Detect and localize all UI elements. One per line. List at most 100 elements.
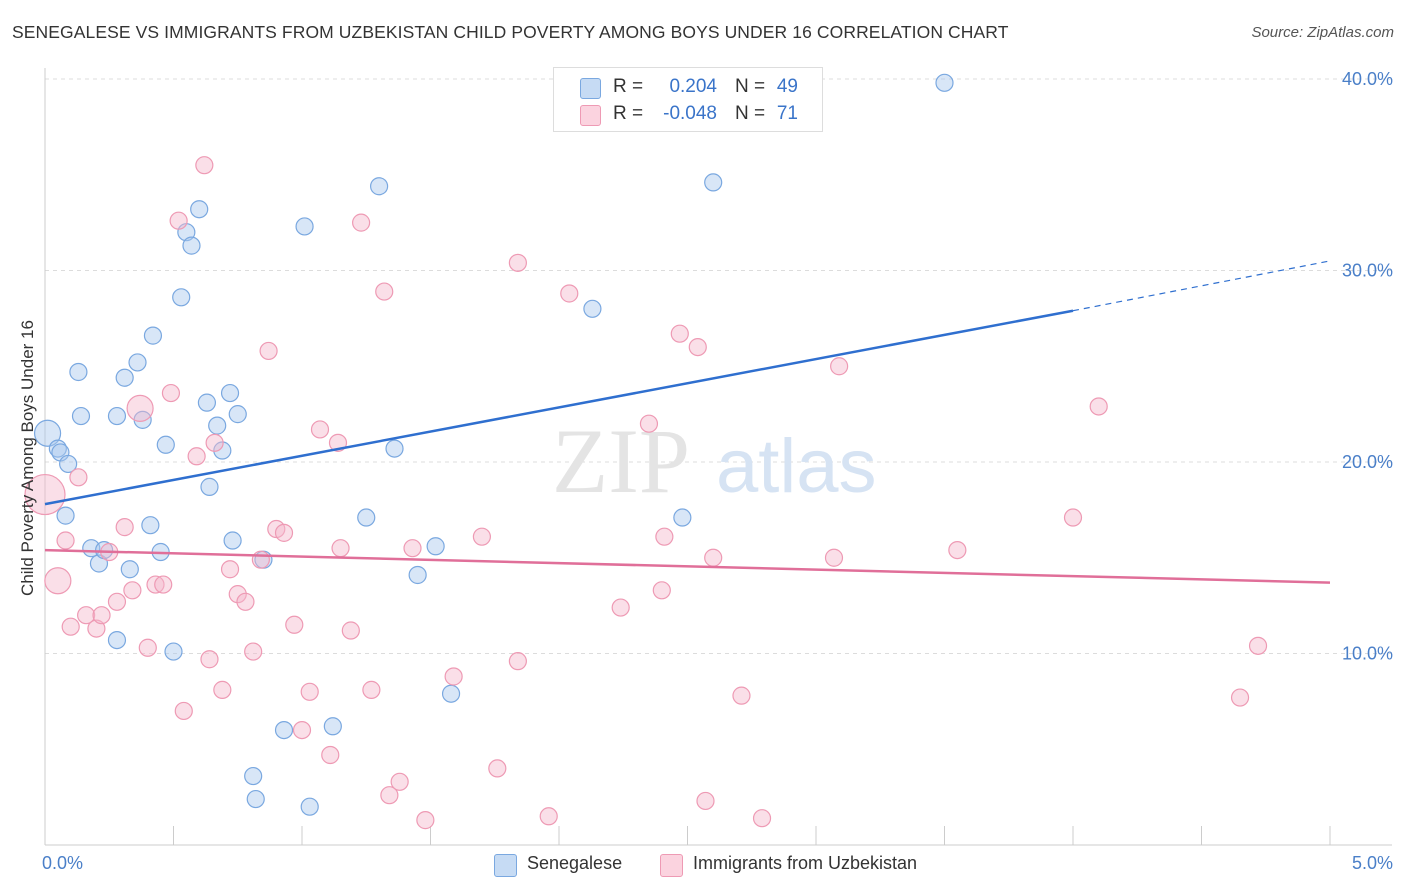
senegalese-point [190,200,209,219]
uzbekistan-point [169,211,188,230]
legend-r-value: -0.048 [663,103,717,124]
uzbekistan-point [375,282,394,301]
uzbekistan-point [639,414,659,433]
uzbekistan-point [220,560,240,579]
source-label: Source: ZipAtlas.com [1251,24,1394,41]
x-tick-label: 0.0% [42,853,83,873]
legend-swatch-senegalese [580,78,601,99]
senegalese-point [107,406,127,426]
uzbekistan-point [380,786,399,805]
y-tick-label: 30.0% [1342,261,1393,281]
senegalese-point [385,439,404,458]
uzbekistan-point [704,548,723,567]
uzbekistan-point [259,341,278,361]
senegalese-point [71,406,91,426]
senegalese-point [197,393,217,412]
uzbekistan-point [69,468,88,487]
uzbekistan-point [539,807,558,826]
uzbekistan-point [115,518,134,537]
uzbekistan-point [732,686,751,705]
uzbekistan-point [390,772,409,791]
senegalese-point [370,177,389,196]
uzbekistan-point [362,680,381,699]
uzbekistan-point [126,394,154,422]
y-tick-label: 10.0% [1342,644,1393,664]
uzbekistan-point [321,745,340,765]
uzbekistan-point [331,539,350,558]
senegalese-point [323,717,342,736]
uzbekistan-trend-line [44,548,1331,584]
uzbekistan-point [87,619,106,638]
senegalese-trend-line [44,309,1074,506]
legend-r-label: R = [613,76,644,97]
senegalese-point [128,353,147,372]
bottom-legend-swatch-uzbekistan [660,854,683,877]
senegalese-point [935,73,954,92]
uzbekistan-point [1089,397,1108,416]
legend-n-value: 49 [776,76,798,97]
senegalese-point [704,173,723,192]
tick-labels: 10.0% 20.0% 30.0% 40.0% 0.0% 5.0% [42,69,1393,873]
uzbekistan-point [154,575,173,594]
uzbekistan-point [752,809,772,828]
uzbekistan-point [508,253,527,272]
uzbekistan-point [161,383,181,403]
uzbekistan-point [403,539,422,558]
senegalese-point [295,217,314,236]
uzbekistan-point [300,682,319,701]
uzbekistan-point [251,550,270,569]
uzbekistan-point [228,585,247,604]
senegalese-point [300,797,319,816]
uzbekistan-point [195,156,214,175]
uzbekistan-point [174,701,193,721]
uzbekistan-point [77,606,96,625]
legend-r-label: R = [613,103,644,124]
senegalese-point [172,288,191,307]
uzbekistan-point [1230,688,1250,707]
uzbekistan-point [200,650,219,669]
correlation-legend: R = 0.204 N = 49 R = -0.048 N = 71 [553,67,823,132]
uzbekistan-point [1063,508,1083,527]
senegalese-point [107,630,127,650]
senegalese-point [583,299,602,318]
senegalese-point [426,537,445,556]
uzbekistan-point [285,615,304,634]
legend-row-uzbekistan: R = -0.048 N = 71 [554,102,822,128]
senegalese-point [164,642,183,661]
y-tick-label: 20.0% [1342,452,1393,472]
uzbekistan-point [655,527,674,546]
uzbekistan-point [560,284,579,303]
bottom-legend-senegalese: Senegalese [494,852,644,878]
senegalese-point [357,508,376,527]
senegalese-point [156,435,175,454]
senegalese-point [56,506,75,525]
y-tick-label: 40.0% [1342,69,1393,89]
senegalese-point [115,368,134,387]
uzbekistan-point [948,540,967,560]
senegalese-point [59,454,78,474]
uzbekistan-point [236,592,255,611]
uzbekistan-point [92,606,111,625]
senegalese-point [223,531,242,550]
watermark-zip: ZIP [552,410,690,512]
bottom-legend-swatch-senegalese [494,854,517,877]
senegalese-point [33,419,62,447]
bottom-legend-uzbekistan: Immigrants from Uzbekistan [660,852,960,878]
uzbekistan-point [44,567,72,595]
uzbekistan-point [652,581,671,600]
y-axis-label: Child Poverty Among Boys Under 16 [18,320,37,596]
senegalese-point [200,477,219,496]
uzbekistan-point [508,652,527,671]
senegalese-point [208,416,227,435]
senegalese-point [673,508,692,527]
senegalese-point [120,560,139,579]
uzbekistan-point [24,473,66,516]
senegalese-point [182,236,201,255]
uzbekistan-point [310,420,330,439]
trend-lines [44,260,1331,584]
senegalese-point [143,326,163,345]
senegalese-point [141,516,160,535]
senegalese-point [228,405,247,424]
uzbekistan-point [670,324,689,343]
